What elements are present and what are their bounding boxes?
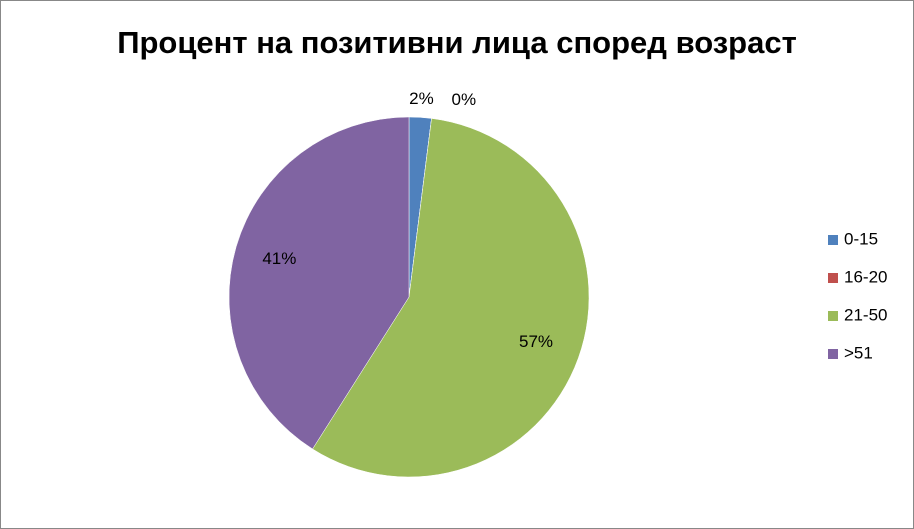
legend-swatch — [828, 273, 838, 283]
legend-swatch — [828, 349, 838, 359]
legend-swatch — [828, 235, 838, 245]
legend-label: 16-20 — [844, 267, 887, 286]
data-label: 0% — [452, 90, 477, 109]
legend-label: 21-50 — [844, 305, 887, 324]
data-label: 2% — [409, 89, 434, 108]
data-label: 57% — [519, 332, 553, 351]
pie-slice — [228, 116, 410, 450]
legend-label: >51 — [844, 343, 873, 362]
chart-title: Процент на позитивни лица според возраст — [117, 25, 797, 60]
data-label: 41% — [262, 249, 296, 268]
legend-label: 0-15 — [844, 229, 878, 248]
pie-slice — [312, 118, 590, 478]
legend-swatch — [828, 311, 838, 321]
